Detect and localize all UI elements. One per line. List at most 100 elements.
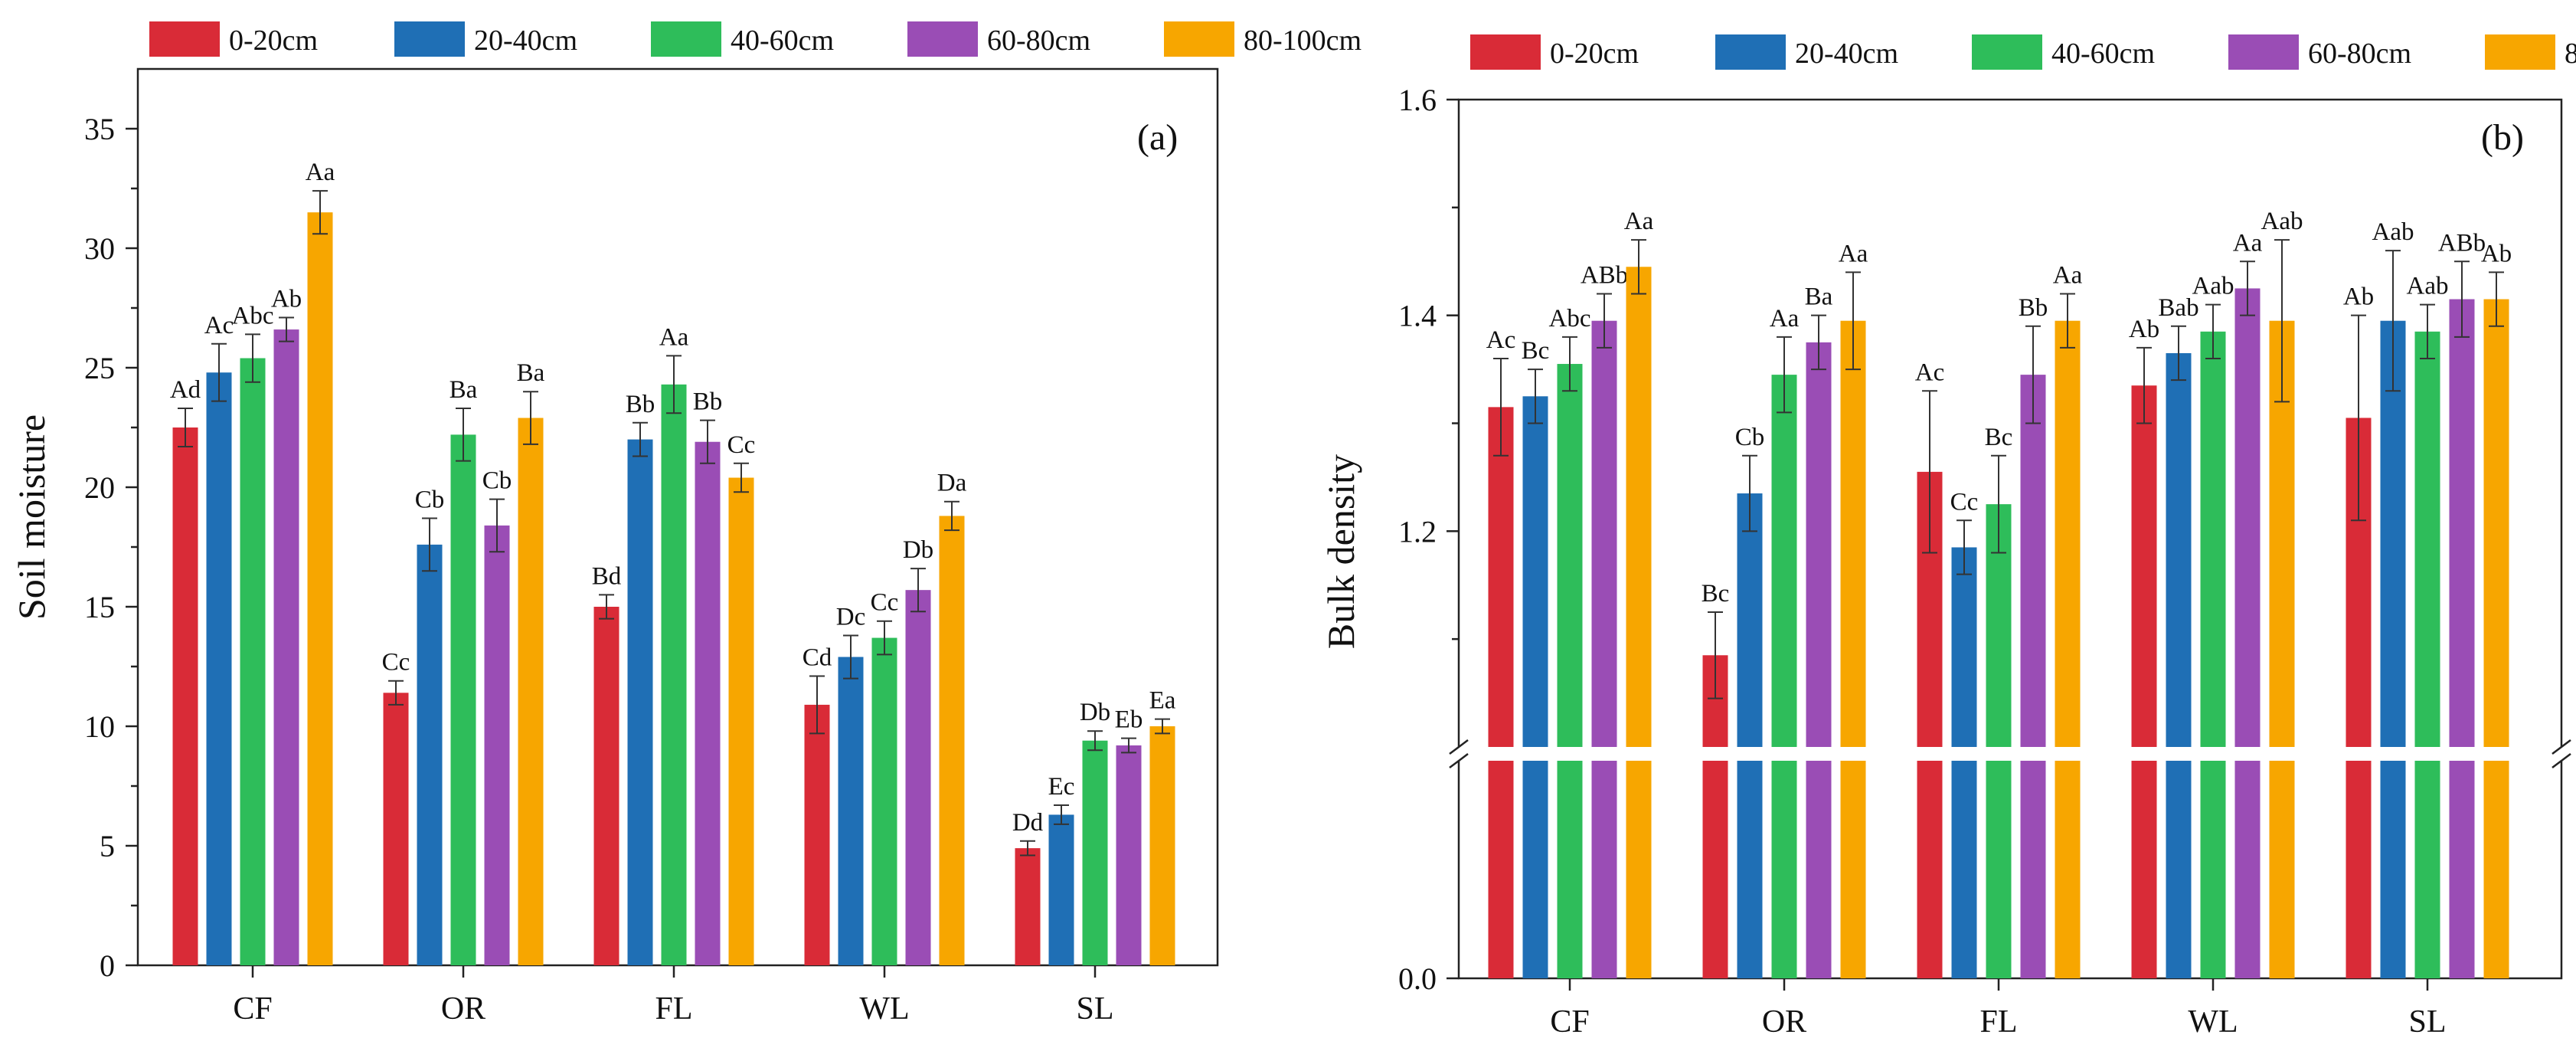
bar-lower-FL-60-80cm xyxy=(2020,761,2046,978)
bar-CF-80-100cm xyxy=(1626,267,1652,748)
legend-label-80-100cm: 80-100cm xyxy=(1244,25,1362,57)
bar-label-FL-0-20cm: Bd xyxy=(592,562,622,590)
bar-FL-60-80cm xyxy=(695,441,721,965)
bar-label-OR-20-40cm: Cb xyxy=(1735,424,1765,451)
bar-label-SL-60-80cm: Eb xyxy=(1115,706,1143,734)
x-tick-label-CF: CF xyxy=(233,991,272,1027)
error-bar-FL-20-40cm xyxy=(633,421,648,457)
bar-label-SL-40-60cm: Db xyxy=(1080,699,1110,726)
error-bar-OR-0-20cm xyxy=(388,680,404,706)
error-bar-WL-80-100cm xyxy=(944,500,959,532)
bar-OR-80-100cm xyxy=(1840,320,1866,747)
x-tick-label-SL: SL xyxy=(2408,1004,2446,1040)
bar-label-SL-0-20cm: Dd xyxy=(1012,809,1044,837)
bar-label-CF-40-60cm: Abc xyxy=(1549,305,1591,332)
error-bar-CF-60-80cm xyxy=(279,316,294,342)
bar-label-WL-40-60cm: Cc xyxy=(871,589,899,617)
bar-label-SL-80-100cm: Ea xyxy=(1149,687,1176,715)
y-tick-label-35: 35 xyxy=(84,112,115,146)
bar-label-OR-80-100cm: Aa xyxy=(1839,240,1868,267)
x-tick-label-CF: CF xyxy=(1550,1004,1589,1040)
legend-label-40-60cm: 40-60cm xyxy=(2051,38,2155,70)
error-bar-OR-60-80cm xyxy=(489,498,505,553)
bar-label-SL-20-40cm: Aab xyxy=(2372,218,2414,246)
bar-label-FL-40-60cm: Bc xyxy=(1985,424,2013,451)
bar-label-SL-80-100cm: Ab xyxy=(2481,240,2512,267)
bar-WL-80-100cm xyxy=(939,516,965,965)
bar-lower-CF-0-20cm xyxy=(1488,761,1514,978)
error-bar-OR-0-20cm xyxy=(1708,611,1723,699)
bar-CF-80-100cm xyxy=(307,212,333,965)
bar-label-SL-20-40cm: Ec xyxy=(1048,773,1075,801)
bar-label-WL-80-100cm: Aab xyxy=(2261,208,2303,235)
bar-label-FL-60-80cm: Bb xyxy=(2019,294,2048,322)
bar-label-OR-0-20cm: Bc xyxy=(1702,580,1730,608)
error-bar-SL-60-80cm xyxy=(1121,737,1136,754)
bar-label-WL-20-40cm: Bab xyxy=(2158,294,2198,322)
error-bar-WL-60-80cm xyxy=(910,568,926,613)
bar-OR-40-60cm xyxy=(450,434,476,965)
bar-label-CF-60-80cm: ABb xyxy=(1581,262,1628,290)
bar-label-SL-0-20cm: Ab xyxy=(2343,283,2374,311)
error-bar-FL-60-80cm xyxy=(700,419,715,464)
y-tick-label-1.6: 1.6 xyxy=(1398,83,1437,117)
x-tick-label-OR: OR xyxy=(441,991,485,1027)
bar-lower-OR-80-100cm xyxy=(1840,761,1866,978)
bar-label-FL-80-100cm: Cc xyxy=(727,431,756,459)
bar-label-CF-80-100cm: Aa xyxy=(306,159,335,186)
error-bar-FL-0-20cm xyxy=(599,594,614,620)
bar-CF-40-60cm xyxy=(240,358,266,965)
bar-label-OR-80-100cm: Ba xyxy=(517,359,545,387)
bar-SL-60-80cm xyxy=(2449,299,2475,748)
legend-label-80-100cm: 80-100cm xyxy=(2565,38,2576,70)
panel-a-ylabel: Soil moisture xyxy=(10,414,53,620)
panel-b-tag: (b) xyxy=(2481,117,2524,158)
legend-swatch-40-60cm xyxy=(651,21,721,57)
bar-OR-40-60cm xyxy=(1771,375,1797,747)
bar-SL-0-20cm xyxy=(1015,848,1041,965)
error-bar-FL-40-60cm xyxy=(666,355,682,414)
bar-OR-60-80cm xyxy=(1806,342,1832,747)
error-bar-CF-80-100cm xyxy=(1631,239,1646,295)
legend-swatch-20-40cm xyxy=(394,21,465,57)
bar-OR-0-20cm xyxy=(383,693,409,965)
y-tick-label-20: 20 xyxy=(84,470,115,505)
legend-swatch-0-20cm xyxy=(1470,34,1541,70)
bar-lower-OR-60-80cm xyxy=(1806,761,1832,978)
error-bar-OR-60-80cm xyxy=(1811,314,1826,371)
bar-CF-20-40cm xyxy=(1522,396,1548,747)
legend-label-60-80cm: 60-80cm xyxy=(987,25,1090,57)
bar-lower-WL-0-20cm xyxy=(2131,761,2157,978)
bar-label-FL-20-40cm: Bb xyxy=(626,391,655,418)
bar-CF-60-80cm xyxy=(1591,320,1617,747)
bar-label-WL-0-20cm: Cd xyxy=(803,644,832,671)
panel-a-soil-moisture: 0-20cm 20-40cm 40-60cm 60-80cm 80-100cm (a) … xyxy=(10,21,1362,1027)
bar-lower-OR-0-20cm xyxy=(1702,761,1728,978)
bar-label-CF-60-80cm: Ab xyxy=(271,285,302,313)
bar-CF-0-20cm xyxy=(1488,407,1514,747)
bar-label-CF-80-100cm: Aa xyxy=(1624,208,1654,235)
bar-lower-FL-40-60cm xyxy=(1986,761,2012,978)
bar-FL-80-100cm xyxy=(2055,320,2081,747)
panel-b-x-axis: CF OR FL WL SL xyxy=(1550,978,2447,1040)
x-tick-label-OR: OR xyxy=(1762,1004,1806,1040)
error-bar-FL-20-40cm xyxy=(1957,519,1972,575)
legend-swatch-40-60cm xyxy=(1972,34,2042,70)
bar-label-WL-40-60cm: Aab xyxy=(2192,273,2234,300)
bar-lower-SL-80-100cm xyxy=(2483,761,2509,978)
error-bar-FL-80-100cm xyxy=(734,462,749,493)
error-bar-CF-80-100cm xyxy=(312,190,328,235)
y-tick-label-25: 25 xyxy=(84,351,115,385)
legend-swatch-80-100cm xyxy=(2485,34,2555,70)
bar-label-FL-40-60cm: Aa xyxy=(659,323,689,351)
bar-WL-40-60cm xyxy=(2200,331,2226,748)
legend-label-0-20cm: 0-20cm xyxy=(1550,38,1639,70)
error-bar-SL-80-100cm xyxy=(1155,718,1170,735)
x-tick-label-FL: FL xyxy=(1979,1004,2017,1040)
error-bar-SL-20-40cm xyxy=(1054,804,1069,825)
legend-swatch-80-100cm xyxy=(1164,21,1234,57)
bar-label-FL-80-100cm: Aa xyxy=(2053,262,2083,290)
legend-label-0-20cm: 0-20cm xyxy=(229,25,318,57)
panel-b-legend: 0-20cm 20-40cm 40-60cm 60-80cm 80-100cm xyxy=(1470,34,2576,70)
